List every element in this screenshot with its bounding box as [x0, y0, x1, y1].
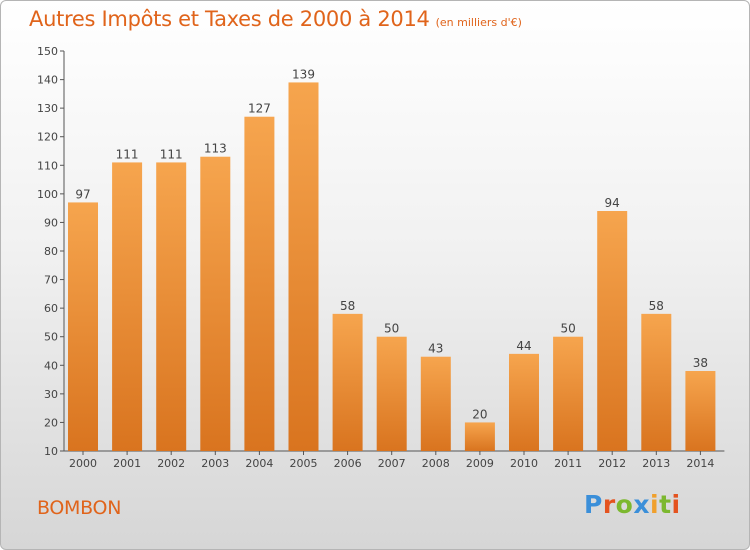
value-label-2006: 58 [340, 299, 355, 313]
y-tick-label: 70 [44, 274, 58, 287]
y-tick-label: 80 [44, 245, 58, 258]
value-label-2002: 111 [160, 147, 183, 161]
y-tick-label: 20 [44, 416, 58, 429]
bar-2014 [685, 371, 716, 451]
y-tick-label: 90 [44, 216, 58, 229]
bar-2010 [509, 353, 539, 451]
value-label-2011: 50 [560, 322, 575, 336]
y-tick-label: 130 [37, 102, 58, 115]
value-label-2000: 97 [75, 187, 90, 201]
chart-value-labels: 97 111 111 113 127 139 58 50 43 20 44 50 94 58 38 [75, 67, 708, 421]
y-tick-label: 60 [44, 302, 58, 315]
chart-unit-label: (en milliers d'€) [435, 16, 522, 29]
bar-2005 [288, 82, 319, 451]
chart-title: Autres Impôts et Taxes de 2000 à 2014 (en… [29, 7, 522, 31]
y-tick-label: 40 [44, 359, 58, 372]
proxiti-logo: Proxiti [584, 490, 681, 519]
value-label-2008: 43 [428, 342, 443, 356]
x-tick-label: 2007 [378, 457, 406, 470]
y-tick-label: 30 [44, 388, 58, 401]
x-tick-label: 2011 [554, 457, 582, 470]
x-tick-label: 2008 [422, 457, 450, 470]
bar-2004 [244, 116, 275, 451]
y-tick-label: 140 [37, 74, 58, 87]
value-label-2010: 44 [516, 339, 531, 353]
x-tick-label: 2014 [686, 457, 714, 470]
value-label-2014: 38 [693, 356, 708, 370]
bar-2003 [200, 156, 231, 451]
x-tick-label: 2003 [201, 457, 229, 470]
bar-2007 [376, 336, 407, 451]
bar-2012 [597, 211, 628, 451]
x-tick-label: 2001 [113, 457, 141, 470]
x-tick-label: 2002 [157, 457, 185, 470]
x-tick-label: 2006 [334, 457, 362, 470]
chart-bars [68, 82, 716, 451]
value-label-2013: 58 [649, 299, 664, 313]
y-tick-label: 100 [37, 188, 58, 201]
x-tick-label: 2009 [466, 457, 494, 470]
value-label-2004: 127 [248, 102, 271, 116]
value-label-2012: 94 [605, 196, 620, 210]
bar-2011 [553, 336, 584, 451]
value-label-2005: 139 [292, 67, 315, 81]
bar-2013 [641, 313, 672, 451]
logo-letter: i [650, 490, 660, 519]
y-tick-label: 10 [44, 445, 58, 458]
value-label-2001: 111 [116, 147, 139, 161]
logo-letter: P [584, 490, 603, 519]
logo-letter: t [659, 490, 672, 519]
bar-2002 [156, 162, 187, 451]
logo-letter: i [671, 490, 681, 519]
bar-2001 [112, 162, 143, 451]
x-tick-label: 2013 [642, 457, 670, 470]
bar-2009 [464, 422, 495, 451]
chart-axes: 10 20 30 40 50 60 70 80 90 100 110 120 130 140 150 2000… [37, 45, 725, 470]
y-tick-label: 120 [37, 131, 58, 144]
chart-title-text: Autres Impôts et Taxes de 2000 à 2014 [29, 7, 430, 31]
x-tick-label: 2010 [510, 457, 538, 470]
value-label-2007: 50 [384, 322, 399, 336]
y-tick-label: 50 [44, 331, 58, 344]
bar-2000 [68, 202, 98, 451]
town-name: BOMBON [37, 497, 122, 519]
x-tick-label: 2004 [245, 457, 273, 470]
y-tick-label: 110 [37, 159, 58, 172]
value-label-2009: 20 [472, 407, 487, 421]
x-tick-label: 2005 [290, 457, 318, 470]
logo-letter: o [615, 490, 634, 519]
bar-2008 [420, 356, 451, 451]
x-tick-label: 2012 [598, 457, 626, 470]
value-label-2003: 113 [204, 142, 227, 156]
x-tick-label: 2000 [69, 457, 97, 470]
logo-letter: r [602, 490, 616, 519]
bar-2006 [332, 313, 363, 451]
logo-letter: x [633, 490, 650, 519]
y-tick-label: 150 [37, 45, 58, 58]
